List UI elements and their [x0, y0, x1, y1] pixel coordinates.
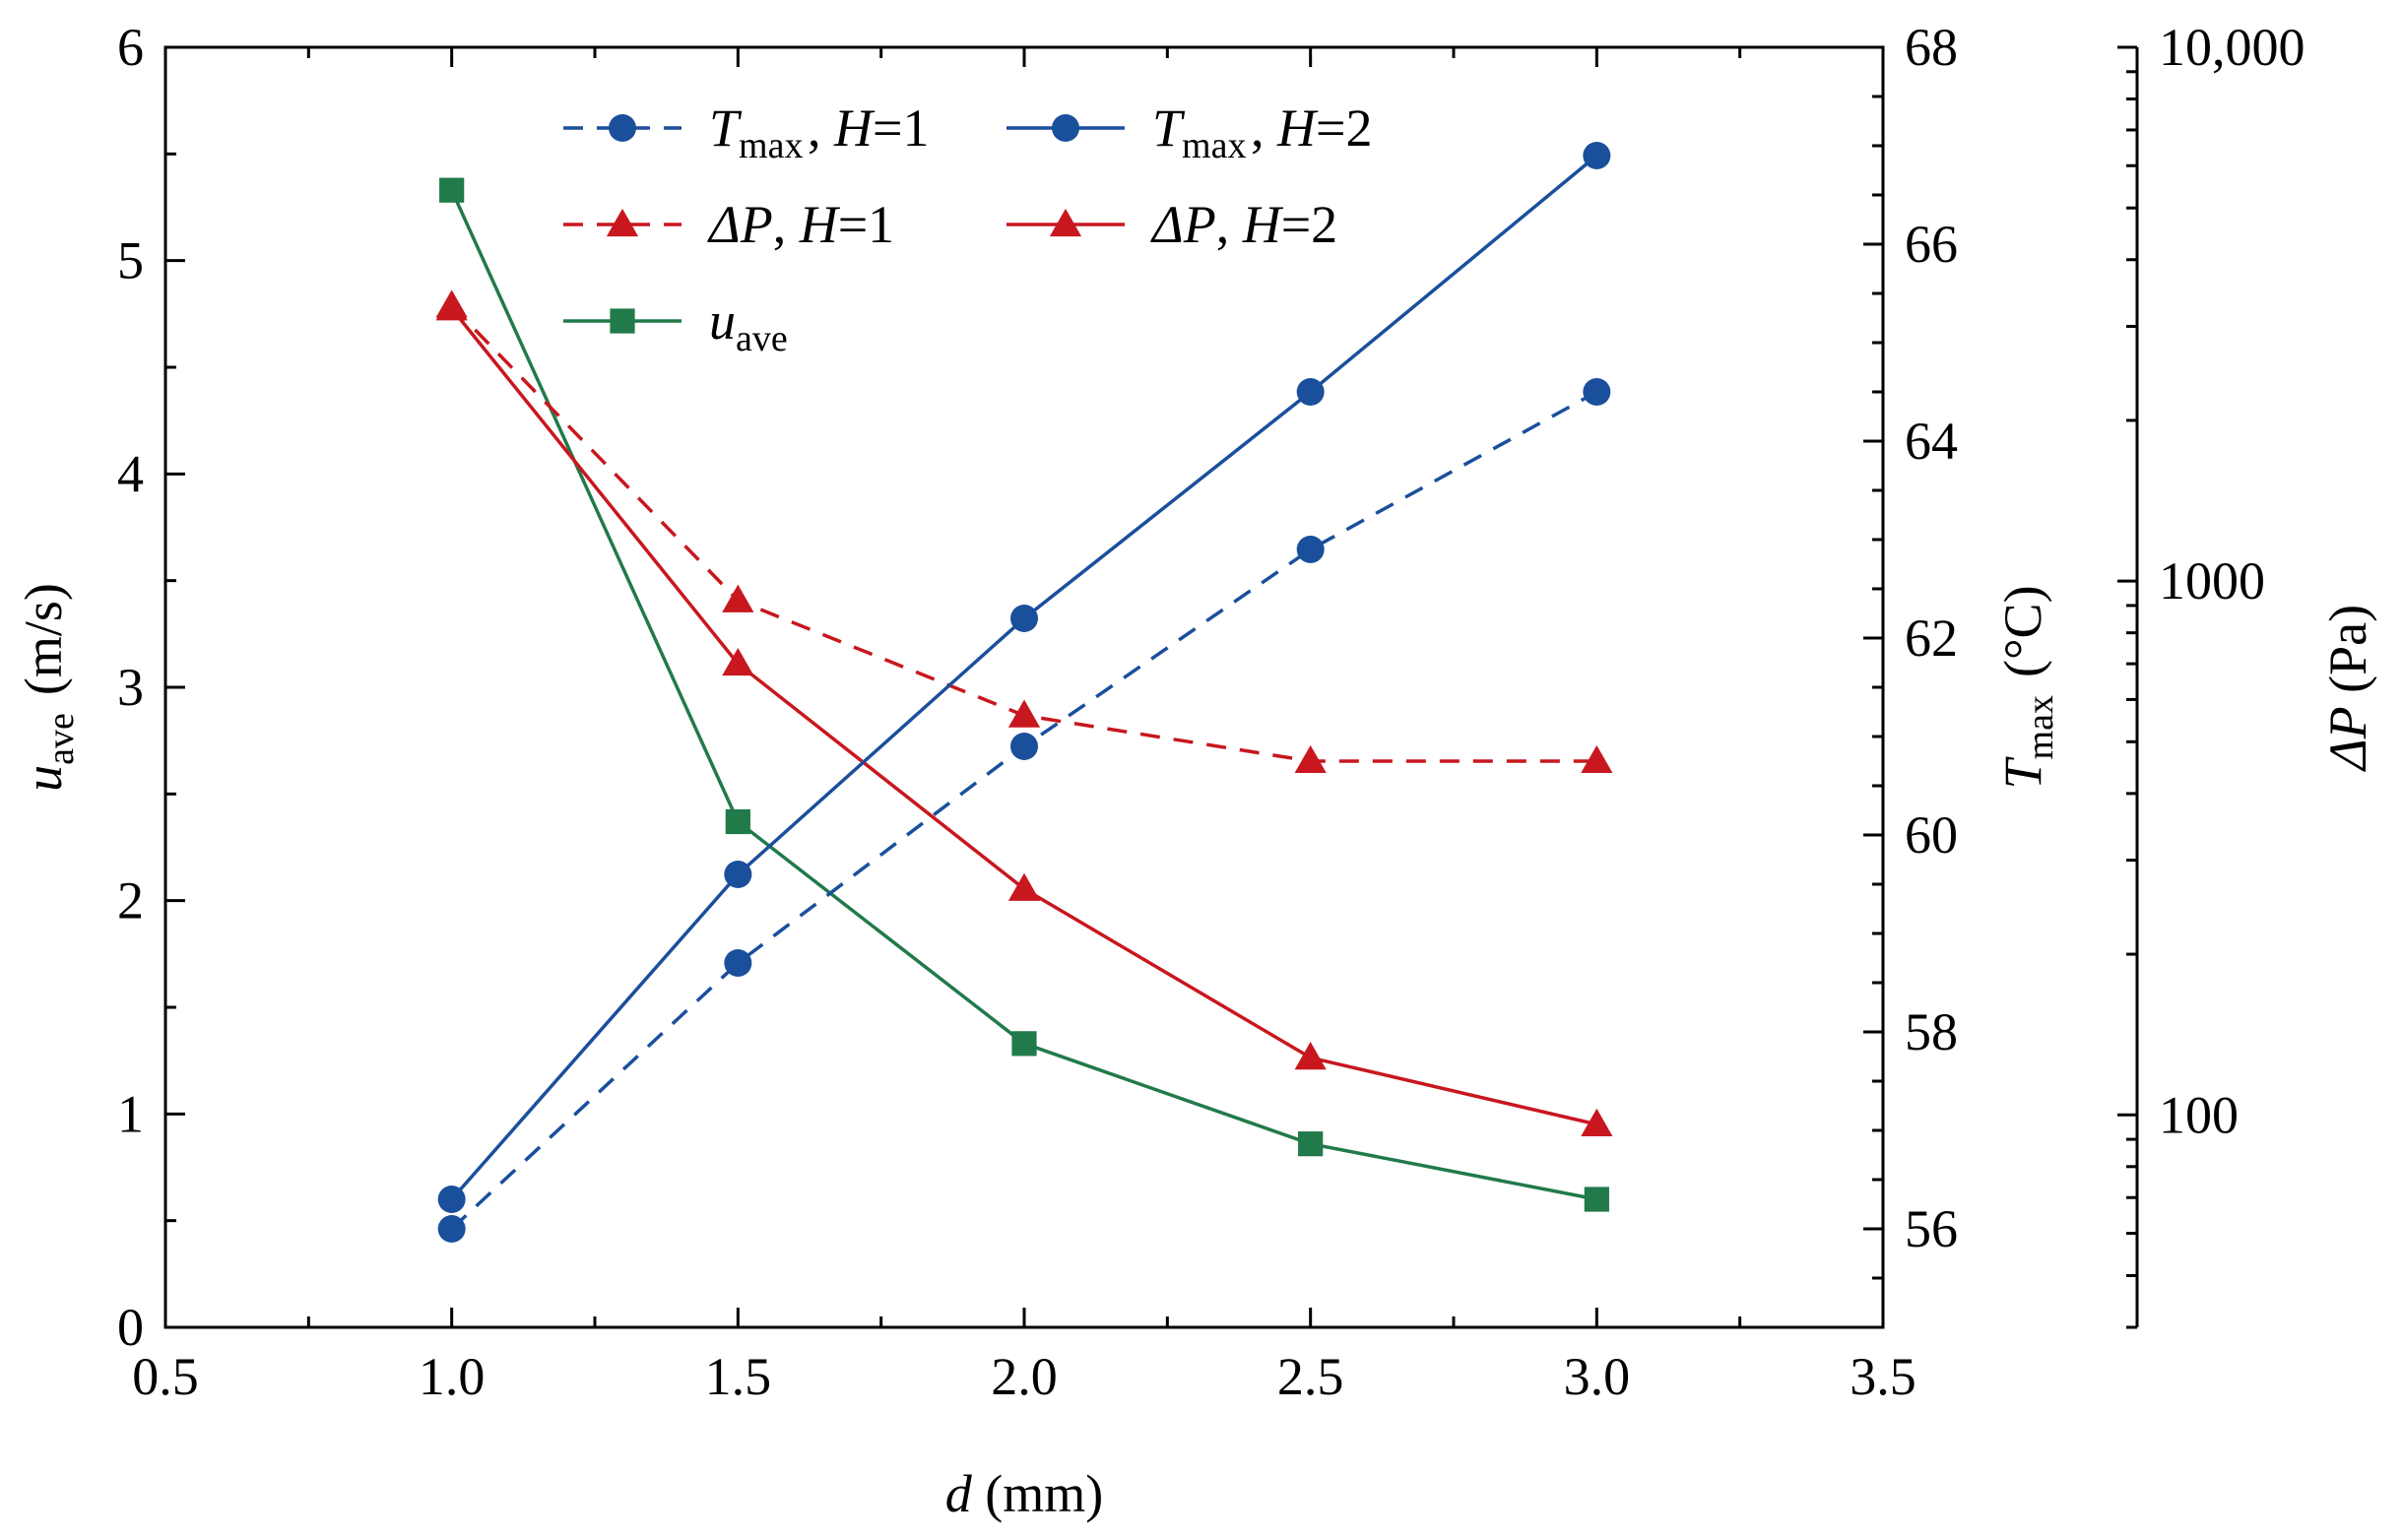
series-1: [437, 142, 1611, 1213]
right1-tick-label: 62: [1905, 609, 1958, 668]
data-point: [439, 177, 465, 203]
series-4: [439, 177, 1609, 1212]
left-tick-label: 3: [117, 658, 144, 717]
data-point: [722, 584, 754, 612]
left-tick-label: 5: [117, 231, 144, 290]
data-point: [724, 949, 752, 977]
legend-entry: ΔP, H=1: [563, 195, 894, 254]
x-tick-label: 3.0: [1564, 1347, 1631, 1406]
series-0: [437, 378, 1611, 1243]
right1-tick-label: 64: [1905, 412, 1958, 471]
data-point: [437, 1186, 466, 1213]
data-point: [437, 1215, 466, 1243]
left-axis-label: uave (m/s): [14, 583, 82, 792]
legend-label: Tmax , H=2: [1152, 98, 1372, 166]
legend-entry: Tmax , H=1: [563, 98, 929, 166]
x-tick-label: 1.0: [419, 1347, 486, 1406]
data-point: [722, 648, 754, 676]
data-point: [725, 808, 750, 835]
x-axis-label: d (mm): [945, 1464, 1103, 1523]
right1-tick-label: 56: [1905, 1199, 1958, 1258]
data-point: [1007, 699, 1041, 728]
data-point: [1010, 733, 1038, 760]
right1-tick-label: 68: [1905, 18, 1958, 77]
legend-entry: uave: [563, 291, 792, 359]
right2-tick-label: 1000: [2159, 551, 2265, 610]
series-3: [435, 292, 1613, 1136]
series-line: [450, 304, 1597, 763]
legend-entry: ΔP, H=2: [1007, 195, 1337, 254]
data-point: [1296, 536, 1325, 563]
left-tick-label: 1: [117, 1084, 144, 1143]
x-tick-label: 2.0: [991, 1347, 1058, 1406]
legend-label: uave: [709, 291, 792, 359]
plot-frame: [163, 45, 1885, 1329]
x-tick-label: 2.5: [1277, 1347, 1344, 1406]
legend-marker: [606, 208, 639, 237]
right2-tick-label: 100: [2159, 1085, 2239, 1144]
x-tick-label: 1.5: [705, 1347, 772, 1406]
legend-marker: [1052, 114, 1079, 142]
data-point: [1581, 744, 1613, 774]
data-point: [435, 292, 468, 321]
data-point: [1011, 1031, 1037, 1057]
data-point: [1584, 1187, 1609, 1212]
legend-entry: Tmax , H=2: [1007, 98, 1372, 166]
left-tick-label: 2: [117, 871, 144, 930]
data-point: [1298, 1131, 1324, 1157]
right1-tick-label: 60: [1905, 805, 1958, 865]
data-point: [1583, 142, 1611, 169]
legend-label: ΔP, H=1: [707, 195, 894, 254]
right1-tick-label: 58: [1905, 1002, 1958, 1061]
legend-label: ΔP, H=2: [1150, 195, 1337, 254]
x-tick-label: 3.5: [1850, 1347, 1916, 1406]
right2-tick-label: 10,000: [2159, 18, 2306, 77]
left-tick-label: 0: [117, 1298, 144, 1357]
series-layer: [435, 142, 1613, 1243]
legend: Tmax , H=1 Tmax , H=2 ΔP, H=1 ΔP, H=2 uave: [563, 98, 1372, 359]
data-point: [1294, 1042, 1327, 1070]
left-tick-label: 4: [117, 444, 144, 503]
legend-marker: [610, 308, 635, 334]
legend-marker: [609, 114, 636, 142]
legend-label: Tmax , H=1: [709, 98, 929, 166]
data-point: [1581, 1108, 1613, 1136]
data-point: [1583, 378, 1611, 406]
x-tick-label: 0.5: [132, 1347, 199, 1406]
data-point: [724, 861, 752, 888]
right1-tick-label: 66: [1905, 215, 1958, 274]
right2-axis-label: ΔP (Pa): [2318, 605, 2377, 772]
right1-axis-label: Tmax (°C): [1993, 585, 2061, 789]
series-2: [435, 289, 1613, 774]
legend-marker: [1049, 208, 1082, 237]
data-point: [1296, 378, 1325, 406]
data-point: [1010, 605, 1038, 632]
data-point: [1007, 872, 1041, 901]
data-point: [1294, 744, 1327, 774]
series-line: [450, 390, 1598, 1231]
left-tick-label: 6: [117, 18, 144, 77]
